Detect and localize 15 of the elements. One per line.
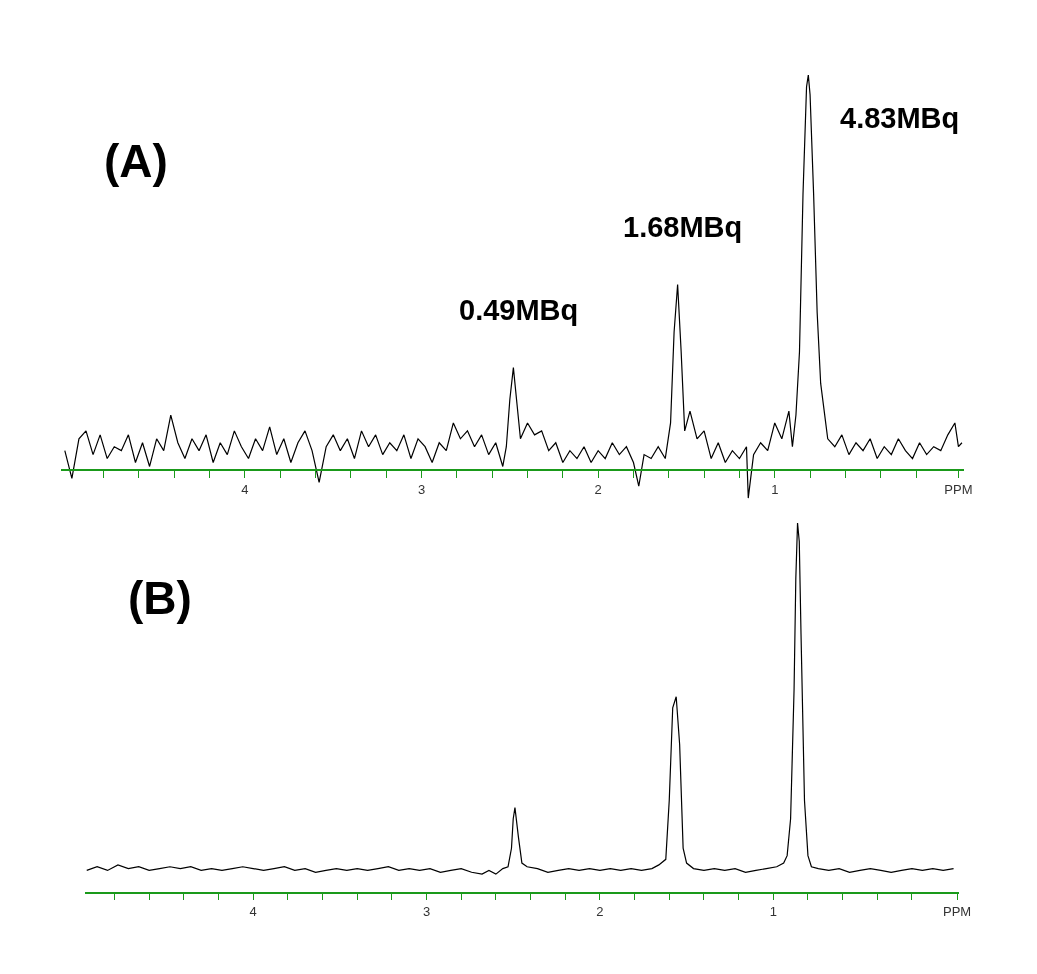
x-tick-label: 3	[417, 481, 426, 497]
annotation: (B)	[128, 572, 192, 624]
x-tick-label: 1	[769, 903, 777, 919]
annotation: 4.83MBq	[840, 102, 960, 134]
annotation: 0.49MBq	[459, 294, 579, 326]
annotation: 1.68MBq	[623, 211, 743, 243]
x-tick-label: 2	[594, 481, 602, 497]
x-tick-label: 1	[771, 481, 779, 497]
x-tick-label: 4	[249, 903, 257, 919]
x-tick-label: 3	[422, 903, 431, 919]
x-tick-label: PPM	[942, 903, 972, 919]
x-tick-label: 4	[241, 481, 249, 497]
x-tick-label: 2	[596, 903, 604, 919]
x-tick-label: PPM	[944, 481, 973, 497]
annotation: (A)	[104, 135, 168, 187]
